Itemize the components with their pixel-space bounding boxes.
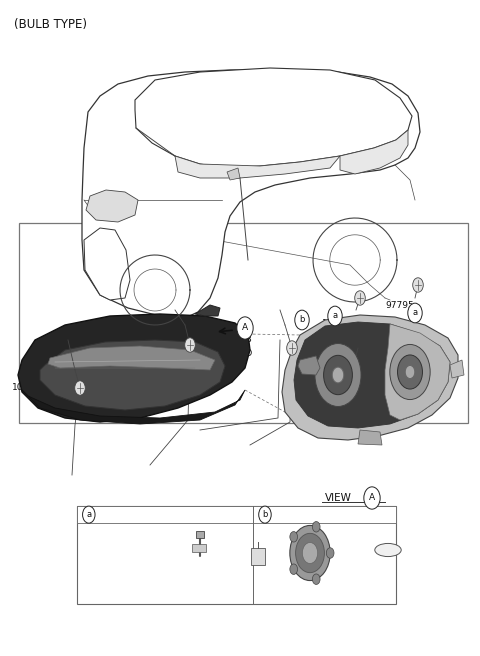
Circle shape [324,356,352,395]
Polygon shape [48,346,215,370]
Polygon shape [450,360,464,378]
Circle shape [332,367,344,383]
Text: 18643D: 18643D [273,510,309,519]
Text: 1125KO: 1125KO [218,348,253,358]
Circle shape [390,344,430,400]
Polygon shape [40,340,225,410]
Polygon shape [84,228,130,300]
Circle shape [237,317,253,339]
Polygon shape [195,305,220,316]
Circle shape [287,340,297,355]
Text: 1125DB: 1125DB [322,319,358,327]
Ellipse shape [375,543,401,556]
Text: 92125A: 92125A [131,520,165,529]
Text: 92140E: 92140E [146,558,180,567]
Polygon shape [175,156,340,178]
Circle shape [290,531,298,542]
Text: (BULB TYPE): (BULB TYPE) [14,18,87,31]
Circle shape [83,506,95,523]
Polygon shape [294,322,450,428]
Circle shape [355,291,365,305]
FancyBboxPatch shape [77,506,396,604]
Polygon shape [227,168,240,180]
Circle shape [312,574,320,584]
Text: 92101A: 92101A [360,335,395,344]
FancyBboxPatch shape [251,548,265,565]
Polygon shape [340,130,408,174]
Text: a: a [333,312,337,321]
Text: 11405B: 11405B [218,335,253,344]
Text: VIEW: VIEW [325,493,352,503]
Circle shape [326,548,334,558]
Circle shape [185,338,195,352]
Text: a: a [412,308,418,318]
FancyBboxPatch shape [196,531,204,538]
Polygon shape [298,356,320,375]
Text: A: A [242,323,248,333]
Circle shape [302,543,318,564]
Circle shape [408,303,422,323]
Circle shape [405,365,415,379]
Polygon shape [22,390,245,424]
Circle shape [328,306,342,326]
Circle shape [315,344,361,407]
Polygon shape [358,430,382,445]
Circle shape [397,355,422,389]
Circle shape [259,506,271,523]
Circle shape [75,380,85,395]
FancyBboxPatch shape [192,544,206,552]
Text: A: A [369,493,375,502]
Polygon shape [18,314,250,422]
Text: 1014AC: 1014AC [12,384,47,392]
Polygon shape [135,68,412,168]
Text: a: a [86,510,91,519]
Polygon shape [86,190,138,222]
Polygon shape [82,70,420,318]
Polygon shape [282,315,458,440]
FancyBboxPatch shape [77,506,396,523]
Text: b: b [300,316,305,325]
FancyBboxPatch shape [19,223,468,423]
Text: 97795: 97795 [385,300,414,310]
Text: 92102A: 92102A [360,348,395,358]
Text: 18648A: 18648A [85,543,120,552]
Polygon shape [385,324,450,420]
Circle shape [312,522,320,532]
Circle shape [290,564,298,575]
Text: 1125KD: 1125KD [122,338,157,348]
Circle shape [364,487,380,509]
Text: b: b [262,510,268,519]
Circle shape [296,533,324,573]
Circle shape [295,310,309,330]
Circle shape [290,525,330,581]
Circle shape [413,277,423,292]
